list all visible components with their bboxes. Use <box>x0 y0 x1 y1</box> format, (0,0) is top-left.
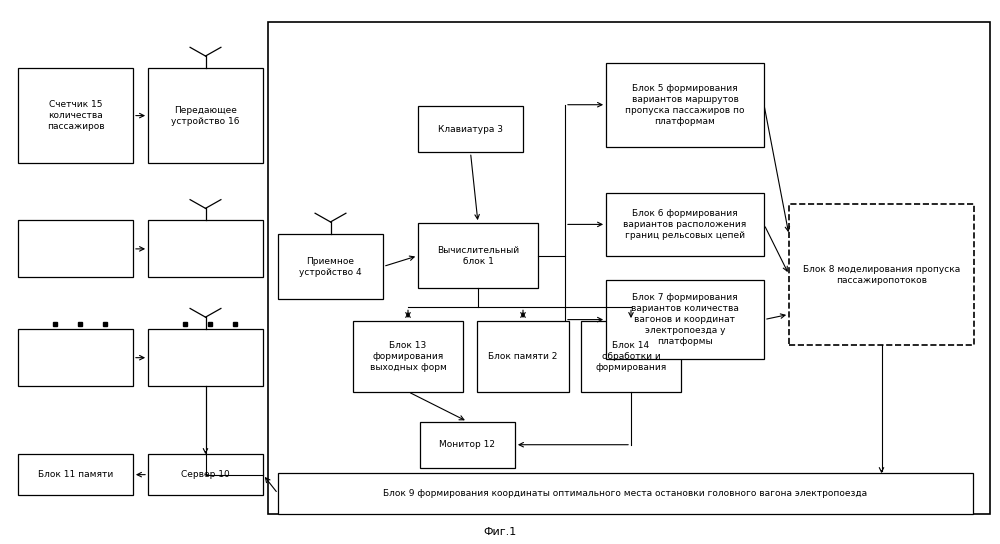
Text: Фиг.1: Фиг.1 <box>483 528 517 537</box>
Text: Счетчик 15
количества
пассажиров: Счетчик 15 количества пассажиров <box>47 100 104 131</box>
Bar <box>606 193 764 256</box>
Bar <box>268 22 990 514</box>
Bar <box>353 321 463 392</box>
Text: Блок 13
формирования
выходных форм: Блок 13 формирования выходных форм <box>370 341 446 372</box>
Bar <box>420 422 515 468</box>
Text: Клавиатура 3: Клавиатура 3 <box>438 125 503 134</box>
Text: Сервер 10: Сервер 10 <box>181 470 230 479</box>
Text: Монитор 12: Монитор 12 <box>439 440 495 449</box>
Text: Блок 11 памяти: Блок 11 памяти <box>38 470 113 479</box>
Bar <box>606 63 764 147</box>
Text: Блок 7 формирования
вариантов количества
вагонов и координат
электропоезда у
пла: Блок 7 формирования вариантов количества… <box>631 293 739 347</box>
Bar <box>477 321 569 392</box>
Bar <box>18 329 133 386</box>
Bar <box>581 321 681 392</box>
Text: Вычислительный
блок 1: Вычислительный блок 1 <box>437 246 519 265</box>
Bar <box>789 204 974 345</box>
Bar <box>418 106 523 152</box>
Bar <box>18 454 133 495</box>
Bar <box>148 329 263 386</box>
Bar <box>148 68 263 163</box>
Bar <box>278 234 383 299</box>
Text: Блок памяти 2: Блок памяти 2 <box>488 352 558 361</box>
Text: Блок 9 формирования координаты оптимального места остановки головного вагона эле: Блок 9 формирования координаты оптимальн… <box>383 489 868 498</box>
Text: Блок 8 моделирования пропуска
пассажиропотоков: Блок 8 моделирования пропуска пассажироп… <box>803 265 960 285</box>
Bar <box>278 473 973 514</box>
Text: Блок 5 формирования
вариантов маршрутов
пропуска пассажиров по
платформам: Блок 5 формирования вариантов маршрутов … <box>625 84 745 126</box>
Bar <box>418 223 538 288</box>
Bar <box>18 68 133 163</box>
Bar <box>148 220 263 277</box>
Text: Блок 14
обработки и
формирования: Блок 14 обработки и формирования <box>595 341 667 372</box>
Text: Приемное
устройство 4: Приемное устройство 4 <box>299 257 362 276</box>
Bar <box>606 280 764 359</box>
Text: Блок 6 формирования
вариантов расположения
границ рельсовых цепей: Блок 6 формирования вариантов расположен… <box>623 209 747 240</box>
Text: Передающее
устройство 16: Передающее устройство 16 <box>171 106 240 126</box>
Bar <box>148 454 263 495</box>
Bar <box>18 220 133 277</box>
